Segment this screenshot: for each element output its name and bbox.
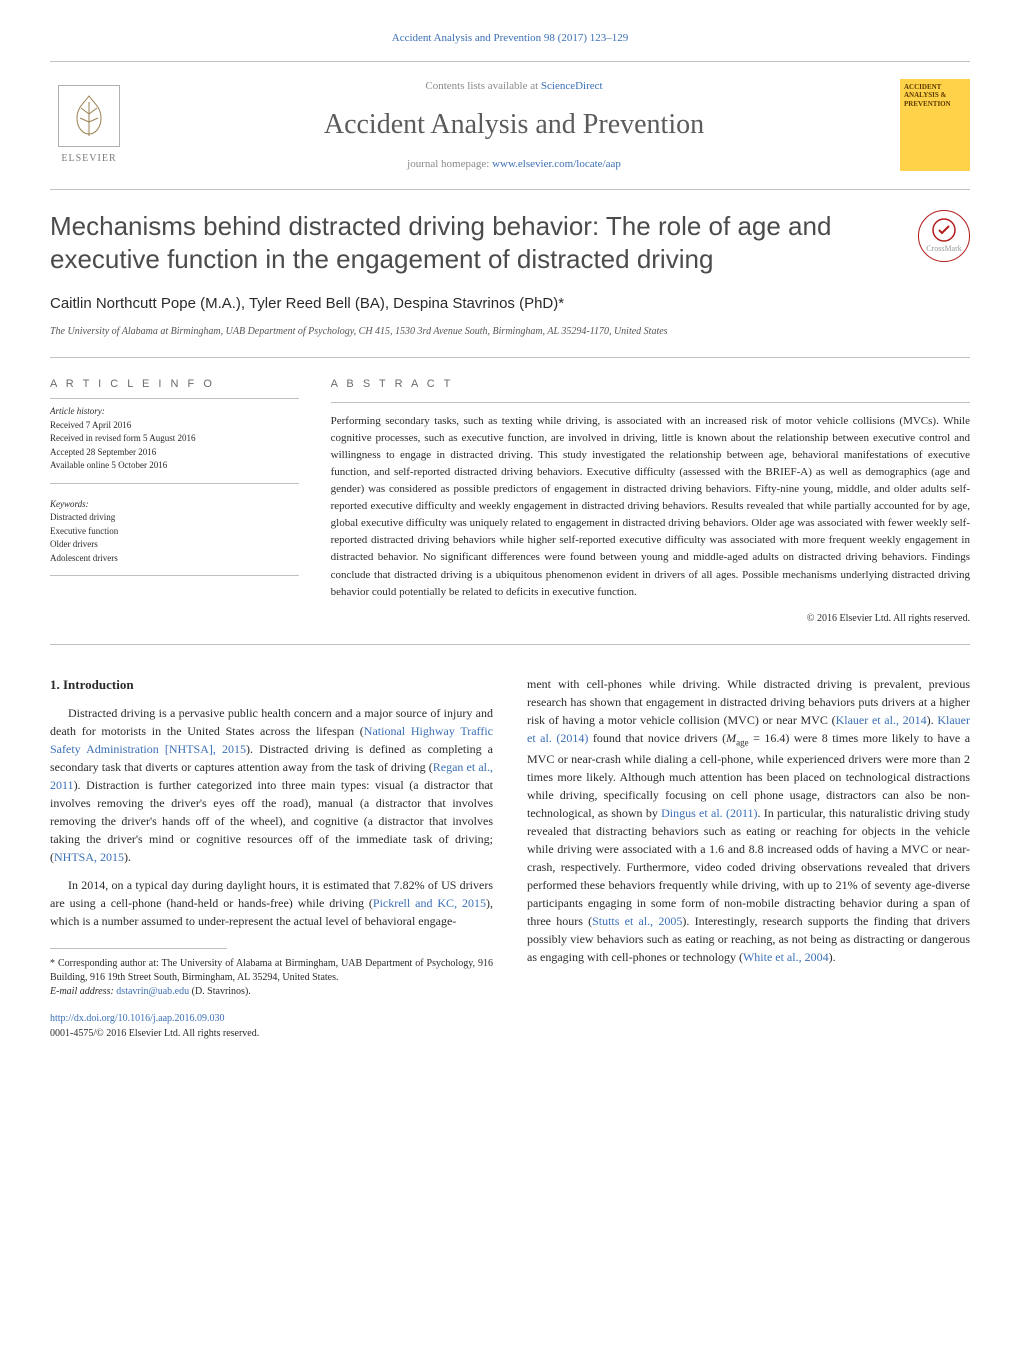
abstract-header: A B S T R A C T bbox=[331, 376, 970, 393]
homepage-link[interactable]: www.elsevier.com/locate/aap bbox=[492, 158, 621, 170]
body-paragraph: Distracted driving is a pervasive public… bbox=[50, 704, 493, 866]
journal-cover-thumbnail: ACCIDENT ANALYSIS & PREVENTION bbox=[900, 79, 970, 171]
keywords-label: Keywords: bbox=[50, 498, 299, 512]
keyword: Older drivers bbox=[50, 538, 299, 552]
citation-link[interactable]: Stutts et al., 2005 bbox=[592, 914, 682, 928]
sciencedirect-link[interactable]: ScienceDirect bbox=[541, 80, 603, 92]
crossmark-label: CrossMark bbox=[926, 243, 962, 255]
corresponding-author-footnote: * Corresponding author at: The Universit… bbox=[50, 957, 493, 985]
doi-link[interactable]: http://dx.doi.org/10.1016/j.aap.2016.09.… bbox=[50, 1011, 493, 1026]
issn-copyright: 0001-4575/© 2016 Elsevier Ltd. All right… bbox=[50, 1026, 493, 1041]
left-column: 1. Introduction Distracted driving is a … bbox=[50, 675, 493, 1042]
publisher-logo: ELSEVIER bbox=[50, 80, 128, 170]
history-label: Article history: bbox=[50, 405, 299, 419]
abstract-copyright: © 2016 Elsevier Ltd. All rights reserved… bbox=[331, 611, 970, 626]
abstract-block: A B S T R A C T Performing secondary tas… bbox=[331, 376, 970, 626]
article-info-sidebar: A R T I C L E I N F O Article history: R… bbox=[50, 376, 299, 626]
accepted-date: Accepted 28 September 2016 bbox=[50, 446, 299, 460]
running-header: Accident Analysis and Prevention 98 (201… bbox=[50, 30, 970, 47]
publisher-name: ELSEVIER bbox=[61, 151, 116, 166]
citation-link[interactable]: White et al., 2004 bbox=[743, 950, 829, 964]
online-date: Available online 5 October 2016 bbox=[50, 459, 299, 473]
section-heading: 1. Introduction bbox=[50, 675, 493, 695]
keyword: Distracted driving bbox=[50, 511, 299, 525]
citation-link[interactable]: Klauer et al., 2014 bbox=[836, 713, 927, 727]
right-column: ment with cell-phones while driving. Whi… bbox=[527, 675, 970, 1042]
affiliation: The University of Alabama at Birmingham,… bbox=[50, 324, 970, 339]
email-footnote: E-mail address: dstavrin@uab.edu (D. Sta… bbox=[50, 985, 493, 999]
citation-link[interactable]: Dingus et al. (2011) bbox=[661, 806, 757, 820]
received-date: Received 7 April 2016 bbox=[50, 419, 299, 433]
keyword: Executive function bbox=[50, 525, 299, 539]
body-paragraph: ment with cell-phones while driving. Whi… bbox=[527, 675, 970, 966]
body-paragraph: In 2014, on a typical day during dayligh… bbox=[50, 876, 493, 930]
homepage-line: journal homepage: www.elsevier.com/locat… bbox=[128, 156, 900, 173]
crossmark-badge[interactable]: CrossMark bbox=[918, 210, 970, 262]
keyword: Adolescent drivers bbox=[50, 552, 299, 566]
article-title: Mechanisms behind distracted driving beh… bbox=[50, 210, 898, 278]
abstract-text: Performing secondary tasks, such as text… bbox=[331, 413, 970, 601]
masthead: ELSEVIER Contents lists available at Sci… bbox=[50, 61, 970, 190]
citation-link[interactable]: Pickrell and KC, 2015 bbox=[373, 896, 486, 910]
email-link[interactable]: dstavrin@uab.edu bbox=[116, 986, 189, 997]
author-list: Caitlin Northcutt Pope (M.A.), Tyler Ree… bbox=[50, 293, 970, 316]
footnote-divider bbox=[50, 948, 227, 949]
journal-name: Accident Analysis and Prevention bbox=[128, 104, 900, 146]
contents-line: Contents lists available at ScienceDirec… bbox=[128, 78, 900, 95]
article-info-header: A R T I C L E I N F O bbox=[50, 376, 299, 393]
elsevier-tree-icon bbox=[58, 85, 120, 147]
citation-link[interactable]: NHTSA, 2015 bbox=[54, 850, 124, 864]
revised-date: Received in revised form 5 August 2016 bbox=[50, 432, 299, 446]
